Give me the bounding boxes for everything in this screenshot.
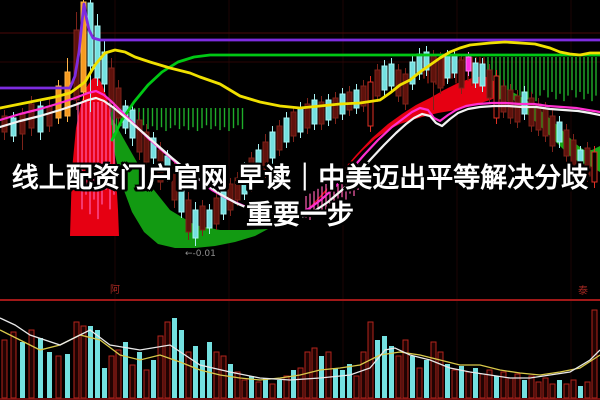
- red-stamp-marker-left: 阿: [110, 285, 120, 296]
- headline-line1: 线上配资门户官网 早读｜中美迈出平等解决分歧: [11, 163, 589, 194]
- volume-layer: [0, 299, 600, 400]
- price-change-label: ←-0.01: [185, 249, 216, 259]
- indicator-lines-layer: [0, 2, 600, 220]
- headline-line2: 重要一步: [246, 200, 354, 231]
- red-stamp-marker-right: 泰: [578, 286, 588, 297]
- headline: 线上配资门户官网 早读｜中美迈出平等解决分歧 重要一步: [0, 160, 600, 234]
